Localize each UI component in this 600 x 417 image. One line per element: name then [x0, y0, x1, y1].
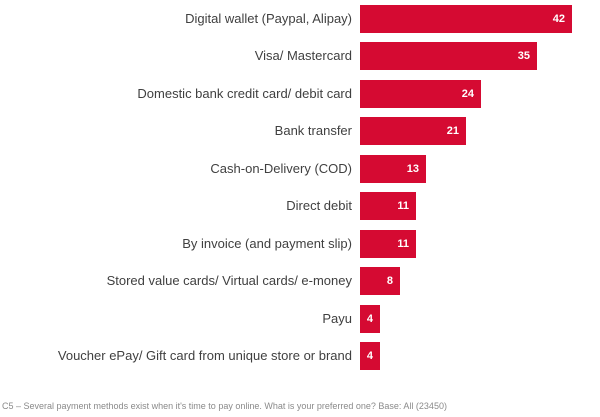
value-label: 42	[552, 12, 565, 25]
bar-area: 4	[352, 342, 600, 371]
category-label: By invoice (and payment slip)	[182, 235, 352, 251]
category-label: Cash-on-Delivery (COD)	[210, 160, 352, 176]
category-label: Bank transfer	[274, 123, 352, 139]
chart-row: Voucher ePay/ Gift card from unique stor…	[0, 338, 600, 376]
value-label: 8	[386, 275, 393, 288]
bar: 4	[360, 342, 380, 371]
bar-area: 11	[352, 192, 600, 221]
bar-area: 11	[352, 229, 600, 258]
bar: 24	[360, 79, 481, 108]
bar-area: 21	[352, 117, 600, 146]
chart-row: Direct debit 11	[0, 188, 600, 226]
bar-area: 13	[352, 154, 600, 183]
chart-footnote: C5 – Several payment methods exist when …	[2, 401, 447, 411]
bar: 35	[360, 42, 537, 71]
category-label: Digital wallet (Paypal, Alipay)	[185, 10, 352, 26]
bar-area: 42	[352, 4, 600, 33]
category-label: Payu	[322, 310, 352, 326]
bar: 8	[360, 267, 400, 296]
chart-row: Domestic bank credit card/ debit card 24	[0, 75, 600, 113]
chart-row: Digital wallet (Paypal, Alipay) 42	[0, 0, 600, 38]
bar-area: 24	[352, 79, 600, 108]
bar: 4	[360, 304, 380, 333]
value-label: 4	[366, 350, 373, 363]
bar: 11	[360, 229, 416, 258]
chart-row: Cash-on-Delivery (COD) 13	[0, 150, 600, 188]
bar-area: 35	[352, 42, 600, 71]
value-label: 21	[446, 125, 459, 138]
category-label: Stored value cards/ Virtual cards/ e-mon…	[106, 273, 352, 289]
chart-row: Payu 4	[0, 300, 600, 338]
category-label: Voucher ePay/ Gift card from unique stor…	[57, 348, 352, 364]
value-label: 35	[517, 50, 530, 63]
value-label: 11	[397, 200, 409, 213]
value-label: 24	[461, 87, 474, 100]
bar: 21	[360, 117, 466, 146]
category-label: Domestic bank credit card/ debit card	[137, 85, 352, 101]
bar: 42	[360, 4, 572, 33]
chart-row: Stored value cards/ Virtual cards/ e-mon…	[0, 263, 600, 301]
chart-row: Bank transfer 21	[0, 113, 600, 151]
chart-row: Visa/ Mastercard 35	[0, 38, 600, 76]
category-label: Direct debit	[286, 198, 352, 214]
value-label: 11	[397, 237, 409, 250]
chart-row: By invoice (and payment slip) 11	[0, 225, 600, 263]
value-label: 13	[406, 162, 419, 175]
value-label: 4	[366, 312, 373, 325]
category-label: Visa/ Mastercard	[254, 48, 352, 64]
bar: 11	[360, 192, 416, 221]
bar-chart: Digital wallet (Paypal, Alipay) 42 Visa/…	[0, 0, 600, 376]
bar: 13	[360, 154, 426, 183]
bar-area: 8	[352, 267, 600, 296]
bar-area: 4	[352, 304, 600, 333]
